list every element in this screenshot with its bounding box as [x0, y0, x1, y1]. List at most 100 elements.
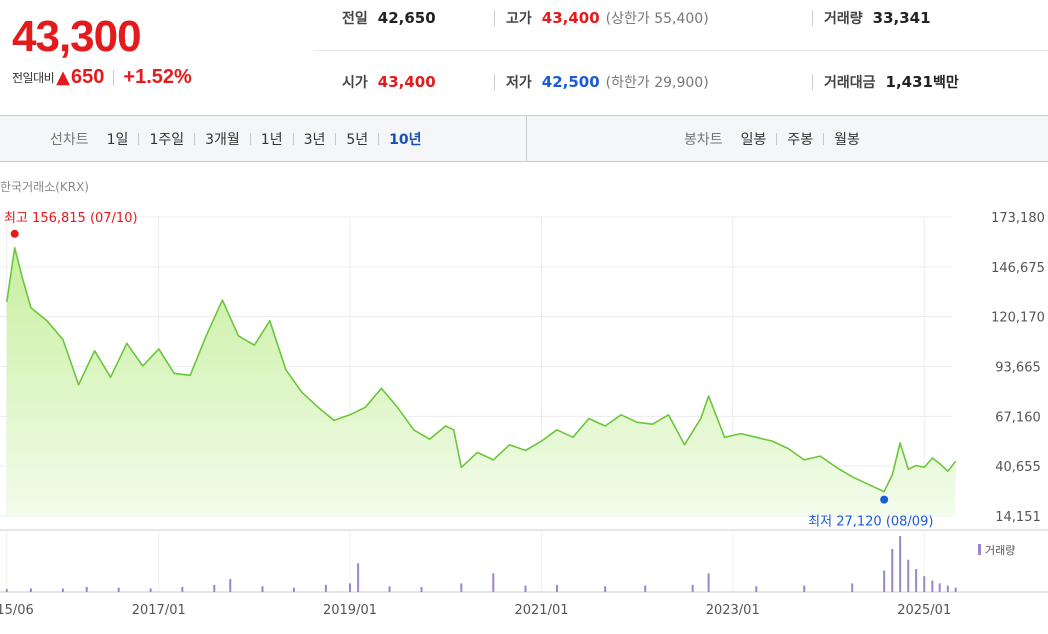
- stat-open: 시가 43,400: [342, 72, 436, 92]
- chart-period-tabbar: 선차트 1일 1주일 3개월 1년 3년 5년 10년 봉차트 일봉 주봉 월봉: [0, 115, 1048, 162]
- tab-divider: [138, 132, 140, 145]
- high-point-marker: [10, 229, 19, 238]
- stat-value: 43,400: [377, 73, 436, 91]
- x-tick-label: 2025/01: [897, 603, 951, 618]
- volume-bar: [524, 585, 527, 592]
- volume-bar: [755, 586, 758, 592]
- stat-divider: [812, 10, 813, 26]
- y-tick-label: 93,665: [995, 361, 1041, 376]
- volume-bar: [149, 588, 152, 592]
- volume-bar: [915, 569, 918, 592]
- tab-1y[interactable]: 1년: [260, 131, 283, 148]
- low-annotation: 최저 27,120 (08/09): [808, 515, 933, 530]
- volume-bar: [324, 584, 327, 592]
- tab-5y[interactable]: 5년: [346, 131, 369, 148]
- candle-chart-title: 봉차트: [684, 131, 723, 148]
- volume-bar: [707, 573, 710, 592]
- volume-bar: [938, 583, 941, 592]
- tab-1w[interactable]: 1주일: [149, 131, 185, 148]
- stat-label: 거래대금: [824, 75, 876, 91]
- tab-daily[interactable]: 일봉: [740, 131, 767, 148]
- x-tick-label: 2017/01: [132, 603, 186, 618]
- volume-bar: [61, 588, 64, 592]
- y-tick-label: 146,675: [991, 261, 1045, 276]
- stat-value: 42,650: [377, 9, 436, 27]
- x-tick-label: 2015/06: [0, 603, 34, 618]
- change-percent: +1.52%: [123, 66, 192, 88]
- stat-value: 43,400: [541, 9, 600, 27]
- y-tick-label: 14,151: [995, 510, 1041, 525]
- candle-chart-tabs: 봉차트 일봉 주봉 월봉: [684, 116, 860, 161]
- volume-bar: [899, 536, 902, 592]
- tab-weekly[interactable]: 주봉: [787, 131, 814, 148]
- x-tick-label: 2023/01: [706, 603, 760, 618]
- tab-3m[interactable]: 3개월: [205, 131, 240, 148]
- tab-divider: [823, 132, 825, 145]
- volume-legend-swatch: [978, 544, 981, 555]
- stat-label: 시가: [342, 75, 368, 91]
- y-tick-label: 173,180: [991, 211, 1045, 226]
- price-stats: 전일 42,650 고가 43,400 (상한가 55,400) 거래량 33,…: [314, 0, 1048, 114]
- volume-bar: [883, 570, 886, 592]
- stat-label: 저가: [506, 75, 532, 91]
- stat-unit: 백만: [932, 75, 959, 91]
- stat-high: 고가 43,400 (상한가 55,400): [506, 8, 709, 28]
- stat-prev-close: 전일 42,650: [342, 8, 436, 28]
- volume-bar: [954, 587, 957, 592]
- volume-bar: [420, 586, 423, 592]
- change-label: 전일대비: [12, 71, 55, 85]
- y-tick-label: 120,170: [991, 311, 1045, 326]
- volume-bar: [691, 584, 694, 592]
- volume-legend-label: 거래량: [985, 544, 1015, 557]
- tab-divider: [776, 132, 778, 145]
- data-source: 한국거래소(KRX): [0, 180, 89, 194]
- line-chart-title: 선차트: [50, 131, 89, 148]
- y-tick-label: 40,655: [995, 460, 1041, 475]
- stat-upper-limit: (상한가 55,400): [605, 11, 709, 27]
- stat-value: 42,500: [541, 73, 600, 91]
- change-amount: 650: [71, 66, 105, 88]
- volume-bar: [492, 573, 495, 592]
- high-annotation: 최고 156,815 (07/10): [4, 211, 138, 226]
- tab-3y[interactable]: 3년: [303, 131, 326, 148]
- stat-value: 1,431: [885, 73, 933, 91]
- stat-label: 거래량: [824, 11, 863, 27]
- x-tick-label: 2019/01: [323, 603, 377, 618]
- x-tick-label: 2021/01: [514, 603, 568, 618]
- volume-bar: [851, 583, 854, 592]
- y-tick-label: 67,160: [995, 410, 1041, 425]
- tab-divider: [292, 132, 294, 145]
- tab-divider: [335, 132, 337, 145]
- price-area-fill: [6, 247, 956, 517]
- volume-bar: [931, 580, 934, 592]
- volume-bar: [644, 585, 647, 592]
- tab-divider: [378, 132, 380, 145]
- volume-bar: [388, 586, 391, 592]
- volume-bar: [357, 563, 360, 592]
- volume-bar: [946, 585, 949, 592]
- volume-bar: [907, 559, 910, 592]
- change-divider: [113, 69, 115, 86]
- volume-bar: [292, 587, 295, 592]
- volume-bar: [29, 588, 32, 592]
- change-row: 전일대비 ▲ 650 +1.52%: [12, 66, 192, 89]
- tab-10y[interactable]: 10년: [389, 131, 422, 148]
- price-line: [6, 247, 957, 493]
- volume-bar: [117, 587, 120, 592]
- volume-bar: [555, 584, 558, 592]
- volume-bar: [460, 583, 463, 592]
- stat-divider: [812, 74, 813, 90]
- tab-monthly[interactable]: 월봉: [834, 131, 860, 148]
- volume-bar: [604, 586, 607, 592]
- stat-divider: [494, 74, 495, 90]
- volume-bar: [5, 589, 8, 592]
- stat-divider: [494, 10, 495, 26]
- price-chart[interactable]: 173,180 146,675 120,170 93,665 67,160 40,655 1…: [0, 200, 1048, 634]
- volume-bar: [229, 579, 232, 592]
- stat-value: 33,341: [872, 9, 931, 27]
- tab-divider: [194, 132, 196, 145]
- tab-1d[interactable]: 1일: [106, 131, 129, 148]
- volume-bar: [181, 586, 184, 592]
- up-arrow-icon: ▲: [56, 66, 71, 88]
- volume-bar: [85, 586, 88, 592]
